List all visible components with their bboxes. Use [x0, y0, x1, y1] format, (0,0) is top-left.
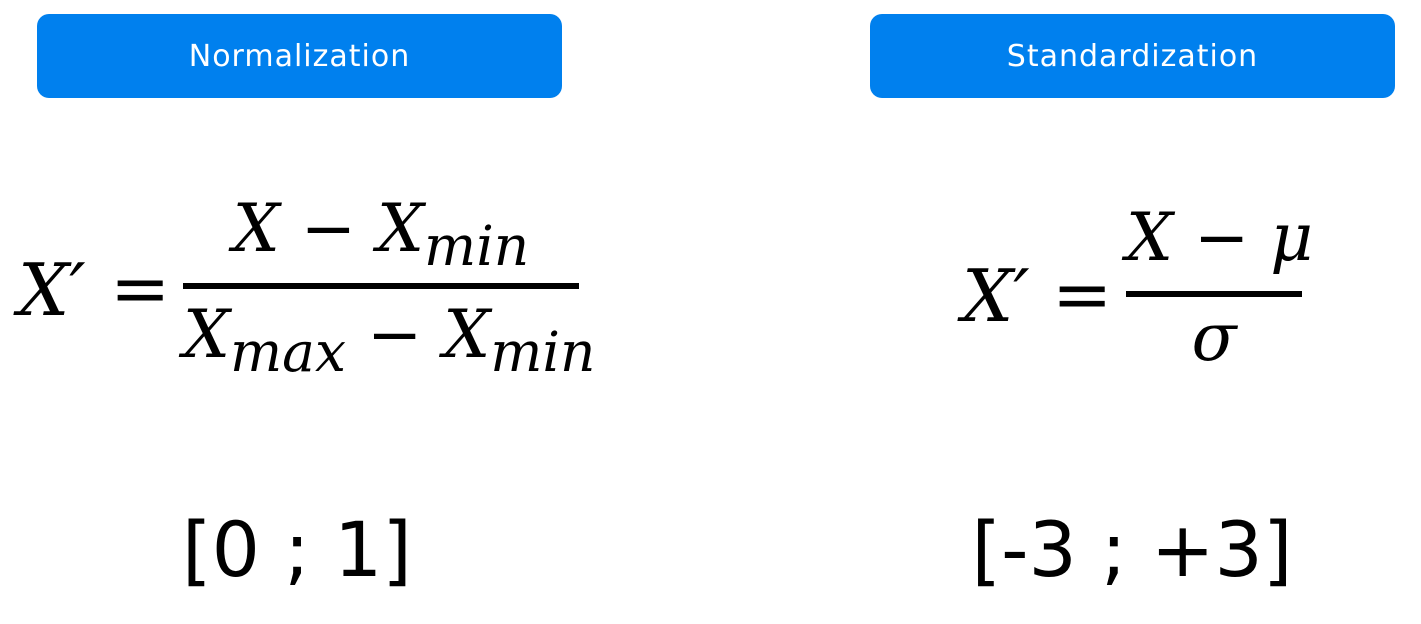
normalization-fraction-bar	[183, 283, 579, 289]
standardization-denominator: σ	[1126, 305, 1302, 371]
normalization-header: Normalization	[37, 14, 562, 98]
mu-symbol: μ	[1270, 199, 1314, 276]
standardization-equals: =	[1052, 252, 1113, 336]
standardization-header: Standardization	[870, 14, 1395, 98]
denominator-var2: X	[443, 296, 491, 373]
numerator-var2: X	[377, 190, 425, 267]
standardization-fraction-bar	[1126, 291, 1302, 297]
standardization-lhs: X′	[962, 254, 1030, 338]
denominator-minus: −	[366, 296, 423, 373]
normalization-lhs: X′	[18, 248, 86, 332]
normalization-equals: =	[110, 246, 171, 330]
standardization-range: [-3 ; +3]	[971, 505, 1293, 594]
denominator-sub-max: max	[230, 320, 346, 385]
normalization-numerator: X − Xmin	[183, 196, 579, 274]
std-numerator-var: X	[1126, 199, 1173, 276]
normalization-range: [0 ; 1]	[182, 505, 412, 594]
denominator-var: X	[183, 296, 230, 373]
numerator-sub-min: min	[424, 214, 530, 279]
denominator-sub-min: min	[490, 320, 596, 385]
numerator-minus: −	[300, 190, 357, 267]
numerator-var: X	[232, 190, 280, 267]
standardization-title: Standardization	[1006, 38, 1259, 74]
std-numerator-minus: −	[1193, 199, 1250, 276]
normalization-title: Normalization	[188, 38, 411, 74]
normalization-denominator: Xmax − Xmin	[183, 302, 595, 380]
standardization-numerator: X − μ	[1126, 205, 1313, 271]
sigma-symbol: σ	[1191, 299, 1237, 376]
